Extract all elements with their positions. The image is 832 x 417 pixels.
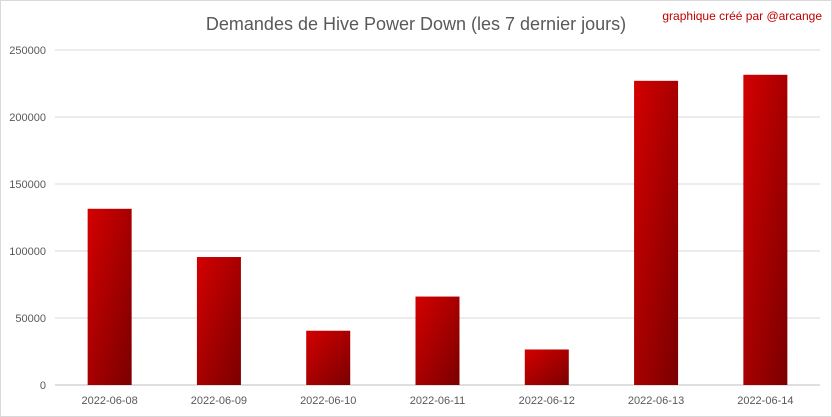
bar-2022-06-11 — [415, 296, 460, 385]
x-tick-label: 2022-06-13 — [628, 395, 684, 407]
y-tick-label: 50000 — [15, 313, 46, 325]
bars — [87, 74, 788, 385]
bar-2022-06-10 — [306, 330, 351, 385]
y-tick-label: 0 — [40, 380, 46, 392]
x-axis-ticks: 2022-06-08 2022-06-09 2022-06-10 2022-06-11… — [82, 395, 794, 407]
x-tick-label: 2022-06-11 — [410, 395, 465, 407]
y-tick-label: 100000 — [9, 246, 46, 258]
y-tick-label: 250000 — [9, 45, 46, 57]
y-tick-label: 200000 — [9, 112, 46, 124]
bar-2022-06-09 — [196, 257, 241, 385]
x-tick-label: 2022-06-10 — [300, 395, 356, 407]
x-tick-label: 2022-06-08 — [82, 395, 138, 407]
chart-title: Demandes de Hive Power Down (les 7 derni… — [206, 14, 626, 34]
bar-2022-06-12 — [524, 349, 569, 385]
x-tick-label: 2022-06-14 — [737, 395, 793, 407]
x-tick-label: 2022-06-12 — [519, 395, 575, 407]
gridlines — [55, 49, 820, 386]
x-tick-label: 2022-06-09 — [191, 395, 247, 407]
bar-2022-06-13 — [634, 80, 679, 385]
bar-2022-06-14 — [743, 74, 788, 385]
bar-2022-06-08 — [87, 208, 132, 385]
chart-credit: graphique créé par @arcange — [662, 9, 822, 23]
y-tick-label: 150000 — [9, 179, 46, 191]
y-axis-ticks: 0 50000 100000 150000 200000 250000 — [9, 45, 46, 392]
